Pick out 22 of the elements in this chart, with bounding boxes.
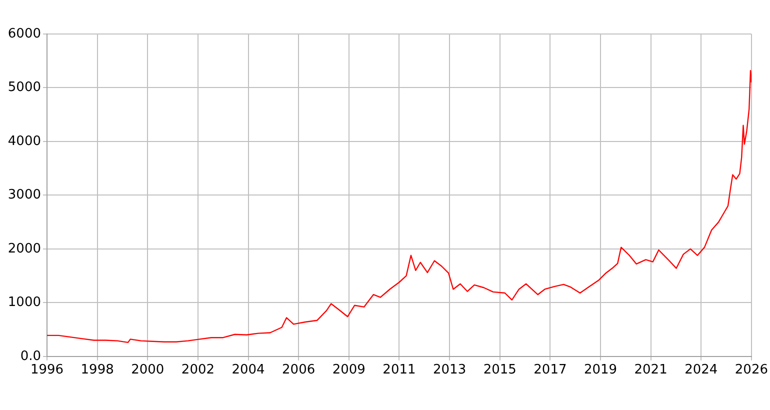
x-tick-label: 2026 bbox=[734, 362, 768, 378]
y-tick-label: 0.0 bbox=[20, 348, 41, 364]
y-tick-label: 3000 bbox=[8, 188, 41, 203]
x-tick-label: 2002 bbox=[181, 362, 215, 378]
x-tick-label: 2009 bbox=[332, 362, 366, 378]
y-tick-label: 4000 bbox=[8, 134, 41, 149]
x-tick-label: 2004 bbox=[232, 362, 265, 378]
x-tick-label: 2015 bbox=[483, 362, 516, 378]
x-tick-label: 2019 bbox=[584, 362, 618, 378]
x-tick-label: 2006 bbox=[282, 362, 316, 378]
x-tick-label: 1998 bbox=[80, 362, 114, 378]
x-tick-label: 2013 bbox=[433, 362, 466, 378]
x-tick-label: 1996 bbox=[30, 362, 64, 378]
x-tick-label: 2011 bbox=[382, 362, 416, 378]
x-tick-label: 2017 bbox=[534, 362, 567, 378]
y-tick-label: 2000 bbox=[8, 241, 41, 256]
x-tick-label: 2024 bbox=[684, 362, 718, 378]
y-tick-label: 6000 bbox=[8, 26, 41, 42]
y-tick-label: 5000 bbox=[8, 80, 41, 96]
x-tick-label: 2000 bbox=[131, 362, 164, 378]
y-tick-label: 1000 bbox=[8, 295, 41, 310]
x-tick-label: 2021 bbox=[634, 362, 668, 378]
